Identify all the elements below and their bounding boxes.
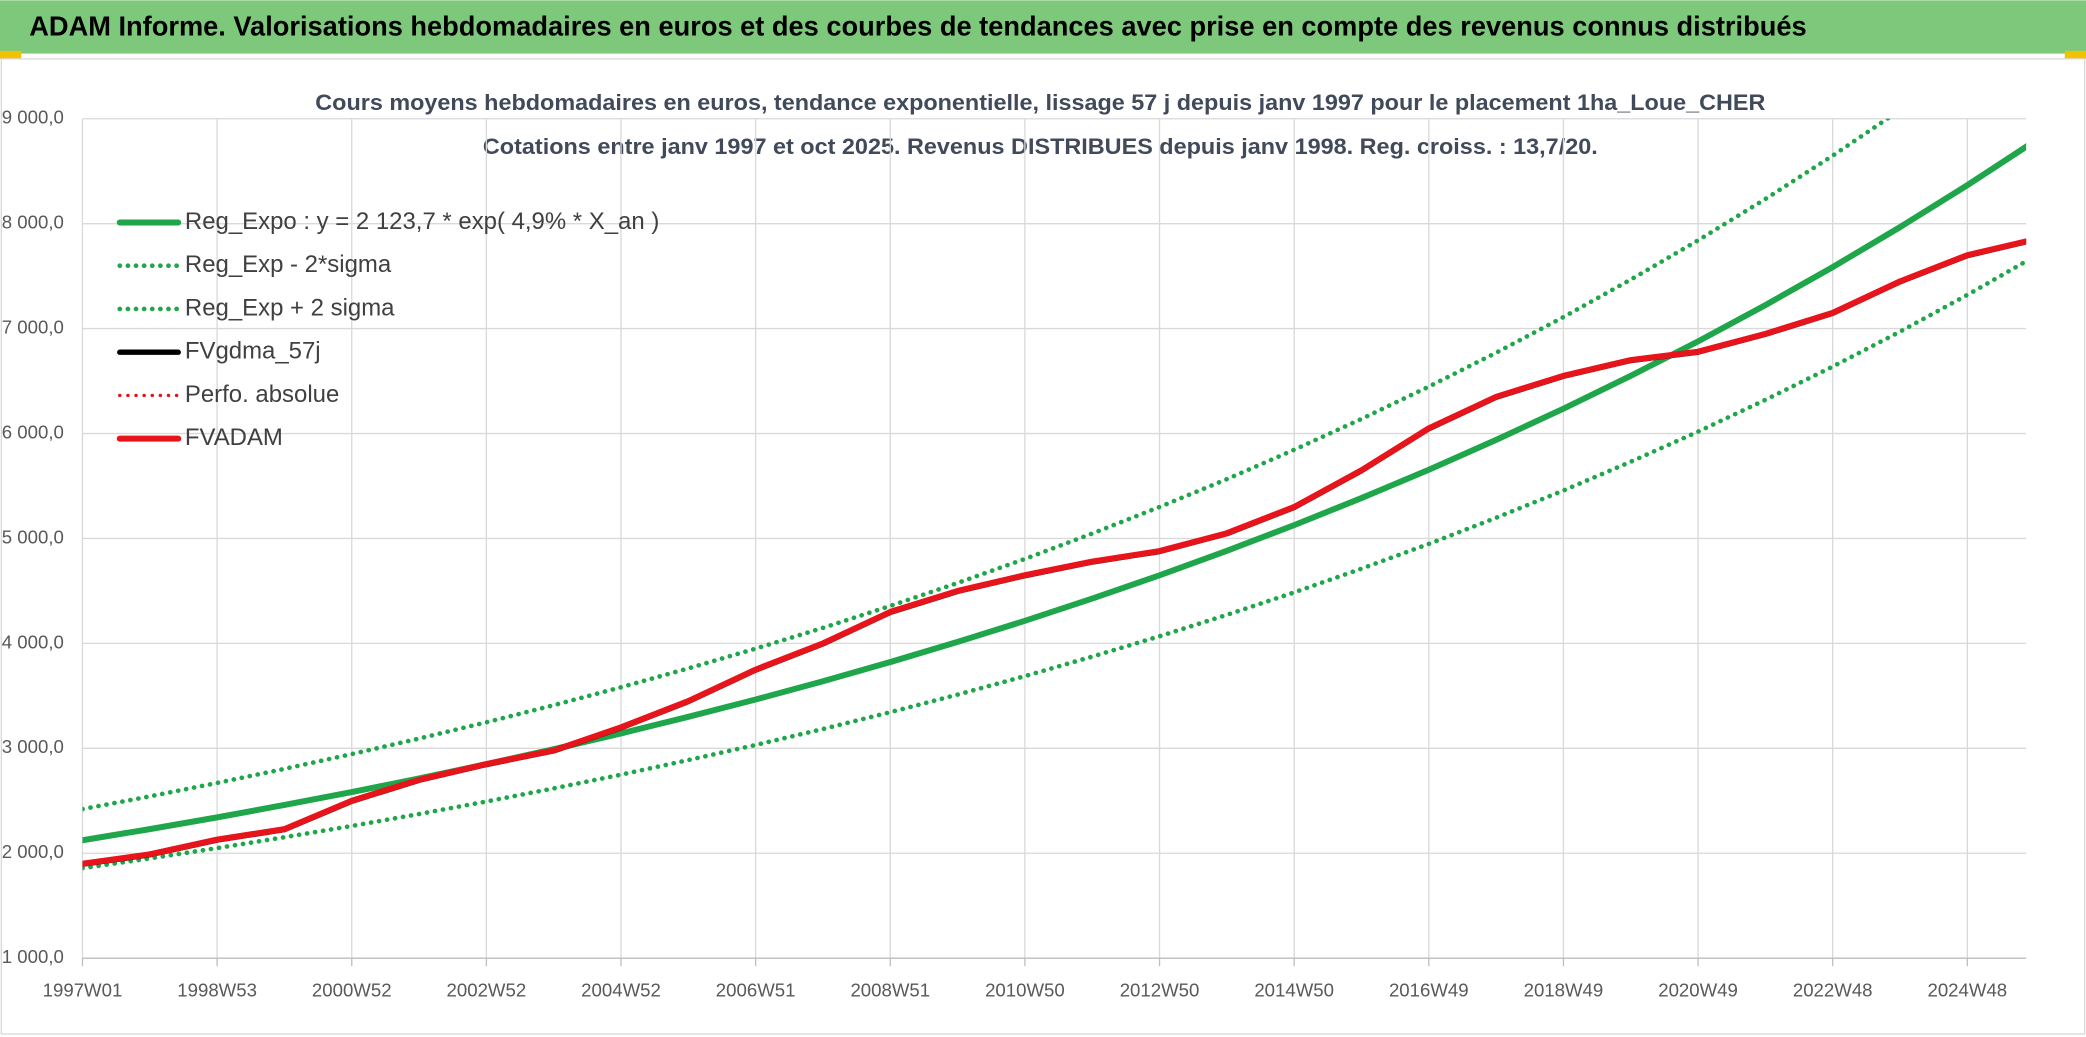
chart-title: Cours moyens hebdomadaires en euros, ten… — [315, 90, 1765, 115]
x-tick-label: 2018W49 — [1524, 979, 1604, 1000]
x-tick-label: 2000W52 — [312, 979, 392, 1000]
y-tick-label: 5 000,0 — [2, 526, 64, 547]
frame — [0, 58, 2086, 1035]
y-tick-label: 4 000,0 — [2, 631, 64, 652]
legend-label: Reg_Expo : y = 2 123,7 * exp( 4,9% * X_a… — [185, 208, 659, 235]
x-tick-label: 2004W52 — [581, 979, 661, 1000]
header-title: ADAM Informe. Valorisations hebdomadaire… — [29, 11, 1806, 42]
x-tick-label: 2008W51 — [850, 979, 930, 1000]
corner — [2064, 50, 2086, 59]
series-line — [82, 258, 2027, 871]
legend-label: FVADAM — [185, 424, 283, 451]
y-tick-label: 8 000,0 — [2, 212, 64, 233]
header-band — [0, 0, 2086, 54]
chart-subtitle: Cotations entre janv 1997 et oct 2025. R… — [483, 134, 1598, 159]
x-tick-label: 1998W53 — [177, 979, 257, 1000]
x-tick-label: 1997W01 — [43, 979, 123, 1000]
legend-label: Reg_Exp + 2 sigma — [185, 294, 395, 321]
y-tick-label: 2 000,0 — [2, 841, 64, 862]
series-line — [82, 118, 1892, 812]
legend-label: FVgdma_57j — [185, 338, 321, 365]
series-line — [82, 238, 2027, 867]
legend-label: Reg_Exp - 2*sigma — [185, 251, 392, 278]
x-tick-label: 2022W48 — [1793, 979, 1873, 1000]
x-tick-label: 2014W50 — [1254, 979, 1334, 1000]
x-tick-label: 2010W50 — [985, 979, 1065, 1000]
x-tick-label: 2020W49 — [1658, 979, 1738, 1000]
x-tick-label: 2012W50 — [1120, 979, 1200, 1000]
x-tick-label: 2002W52 — [447, 979, 527, 1000]
x-tick-label: 2024W48 — [1927, 979, 2007, 1000]
y-tick-label: 9 000,0 — [2, 107, 64, 128]
y-tick-label: 3 000,0 — [2, 736, 64, 757]
legend-label: Perfo. absolue — [185, 381, 339, 408]
corner — [0, 50, 22, 59]
y-tick-label: 1 000,0 — [2, 946, 64, 967]
x-tick-label: 2016W49 — [1389, 979, 1469, 1000]
x-tick-label: 2006W51 — [716, 979, 796, 1000]
y-tick-label: 6 000,0 — [2, 421, 64, 442]
plot-area — [82, 118, 2027, 871]
y-tick-label: 7 000,0 — [2, 317, 64, 338]
